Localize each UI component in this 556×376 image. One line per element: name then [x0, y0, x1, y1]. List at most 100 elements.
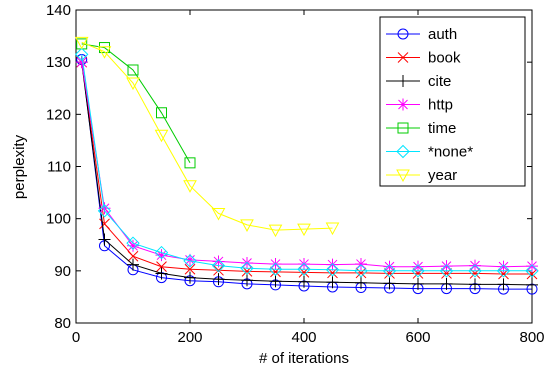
y-tick-label: 100: [46, 211, 71, 228]
data-point-none: [297, 262, 311, 276]
data-point-book: [184, 263, 196, 275]
x-axis-ticks: 0 200 400 600 800: [72, 10, 545, 346]
data-point-year: [126, 77, 140, 91]
data-point-http: [75, 56, 88, 69]
data-point-year: [325, 222, 340, 236]
x-tick-label: 200: [177, 329, 202, 346]
data-point-cite: [155, 267, 168, 280]
data-point-year: [240, 219, 254, 232]
y-tick-label: 140: [46, 2, 71, 19]
legend-marker: [397, 28, 409, 40]
series-year: [74, 36, 340, 238]
data-point-none: [411, 264, 425, 278]
data-point-http: [383, 260, 396, 273]
legend-marker: [397, 75, 409, 87]
legend-marker: [396, 144, 410, 159]
data-point-none: [325, 263, 340, 277]
x-tick-label: 400: [291, 329, 316, 346]
x-tick-label: 600: [405, 329, 430, 346]
data-point-cite: [298, 275, 310, 288]
data-point-http: [298, 258, 310, 271]
data-point-time: [184, 157, 196, 169]
data-point-cite: [440, 277, 453, 290]
data-point-year: [154, 129, 169, 143]
data-point-http: [269, 258, 282, 271]
data-point-http: [355, 258, 367, 271]
y-tick-label: 120: [46, 106, 71, 123]
data-point-http: [412, 260, 424, 273]
x-axis-label: # of iterations: [259, 350, 349, 367]
data-point-none: [211, 258, 226, 273]
data-point-http: [469, 259, 481, 272]
series-layer: [74, 36, 539, 295]
data-point-none: [97, 204, 112, 218]
data-point-none: [154, 245, 169, 260]
legend-entry-cite: cite: [386, 73, 451, 90]
data-point-year: [97, 46, 112, 59]
data-point-cite: [412, 277, 424, 290]
data-point-none: [240, 261, 254, 275]
data-point-none: [496, 264, 511, 278]
data-point-time: [127, 64, 139, 76]
y-tick-label: 80: [54, 315, 71, 332]
data-point-none: [268, 262, 283, 276]
legend-label: time: [428, 120, 456, 137]
data-point-http: [241, 257, 253, 270]
series-time: [76, 38, 196, 169]
data-point-none: [354, 264, 368, 278]
data-point-book: [213, 264, 224, 276]
data-point-book: [469, 268, 481, 279]
legend-box: [379, 16, 526, 187]
legend-label: cite: [428, 73, 451, 90]
legend-marker: [397, 52, 409, 63]
data-point-cite: [469, 278, 481, 291]
data-point-http: [326, 258, 339, 271]
legend-marker: [396, 169, 410, 183]
data-point-http: [497, 260, 510, 273]
data-point-http: [184, 253, 196, 266]
legend-entry-http: http: [386, 97, 453, 114]
data-point-http: [155, 249, 168, 262]
legend-entry-year: year: [386, 167, 457, 184]
data-point-http: [212, 255, 225, 268]
data-point-none: [126, 236, 140, 250]
data-point-time: [156, 107, 167, 119]
legend-label: book: [428, 50, 461, 67]
series-line-time: [81, 43, 191, 164]
data-point-cite: [326, 276, 339, 289]
y-axis-label: perplexity: [11, 134, 28, 199]
data-point-year: [211, 207, 226, 221]
data-point-cite: [98, 233, 111, 246]
data-point-year: [297, 223, 311, 237]
data-point-book: [99, 218, 110, 230]
data-point-none: [74, 47, 89, 62]
legend-label: auth: [428, 26, 457, 43]
legend-entry-book: book: [386, 50, 461, 67]
legend-label: *none*: [428, 144, 473, 161]
y-tick-label: 90: [54, 263, 71, 280]
data-point-none: [468, 264, 482, 278]
legend-entry-auth: auth: [386, 26, 457, 43]
data-point-none: [382, 264, 397, 278]
data-point-cite: [526, 278, 538, 291]
data-point-cite: [127, 258, 139, 271]
series-none: [74, 47, 539, 278]
data-point-http: [127, 239, 139, 252]
data-point-cite: [212, 273, 225, 286]
data-point-none: [525, 264, 539, 278]
series-book: [76, 56, 538, 280]
data-point-book: [355, 267, 367, 279]
data-point-cite: [497, 278, 510, 291]
legend-marker: [397, 98, 409, 111]
data-point-none: [439, 264, 454, 278]
legend-entry-none: *none*: [386, 144, 473, 161]
legend-label: year: [428, 167, 457, 184]
data-point-book: [156, 261, 167, 273]
data-point-year: [74, 36, 89, 50]
legend-marker: [397, 122, 409, 134]
data-point-cite: [383, 277, 396, 290]
data-point-http: [526, 260, 538, 273]
data-point-year: [183, 180, 197, 193]
data-point-cite: [269, 275, 282, 288]
series-line-none: [81, 54, 532, 272]
